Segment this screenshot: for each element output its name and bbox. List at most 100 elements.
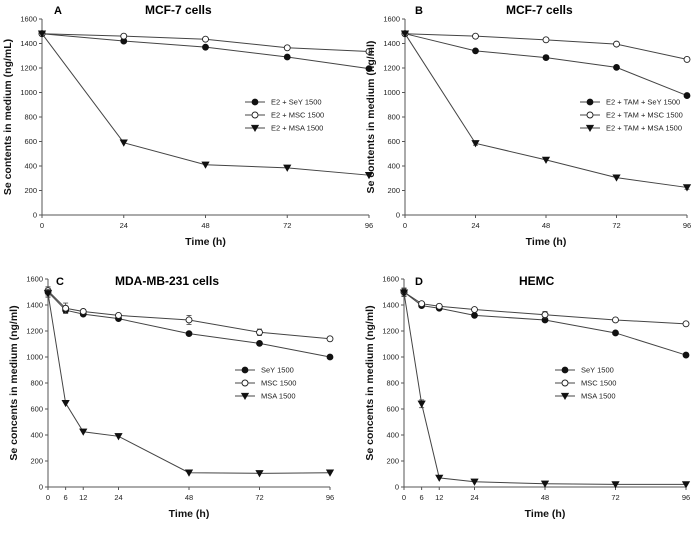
panel-letter: A bbox=[54, 5, 62, 17]
legend-entry: E2 + MSA 1500 bbox=[271, 124, 323, 133]
y-tick-label: 1400 bbox=[382, 301, 399, 310]
series-0: SeY 1500 bbox=[44, 287, 334, 375]
y-tick-label: 1400 bbox=[20, 39, 37, 48]
series-1: MSC 1500 bbox=[44, 286, 334, 388]
y-tick-label: 600 bbox=[387, 137, 400, 146]
data-point bbox=[62, 304, 70, 312]
data-point bbox=[399, 289, 409, 297]
legend-entry: SeY 1500 bbox=[261, 366, 294, 375]
series-2: E2 + MSA 1500 bbox=[37, 30, 374, 180]
x-tick-label: 0 bbox=[403, 221, 407, 230]
data-point bbox=[79, 308, 87, 315]
y-tick-label: 400 bbox=[386, 431, 399, 440]
legend-entry: E2 + TAM + MSC 1500 bbox=[606, 111, 683, 120]
legend-entry: E2 + TAM + SeY 1500 bbox=[606, 98, 680, 107]
data-point bbox=[435, 474, 444, 482]
x-tick-label: 24 bbox=[120, 221, 128, 230]
y-tick-label: 200 bbox=[387, 186, 400, 195]
data-point bbox=[681, 481, 691, 489]
data-point bbox=[682, 320, 690, 328]
data-point bbox=[611, 481, 620, 489]
data-point bbox=[683, 55, 691, 63]
y-tick-label: 800 bbox=[24, 113, 37, 122]
legend-marker bbox=[241, 379, 249, 387]
data-point bbox=[612, 174, 621, 182]
data-point bbox=[435, 302, 443, 310]
x-tick-label: 6 bbox=[420, 493, 424, 502]
x-tick-label: 72 bbox=[612, 221, 620, 230]
data-point bbox=[470, 478, 479, 486]
y-tick-label: 400 bbox=[387, 162, 400, 171]
y-tick-label: 1000 bbox=[20, 88, 37, 97]
series-2: MSA 1500 bbox=[399, 288, 691, 489]
data-point bbox=[542, 54, 550, 61]
data-point bbox=[613, 63, 620, 71]
chart-panel-d: 0 200 400 600 800 1000 1200 1400 1600 0 6 12 24 48 72 9… bbox=[364, 274, 690, 520]
series-line bbox=[403, 291, 687, 356]
data-point bbox=[540, 480, 550, 488]
data-point bbox=[185, 316, 193, 324]
x-tick-label: 96 bbox=[365, 221, 373, 230]
y-tick-label: 1200 bbox=[382, 327, 399, 336]
y-tick-label: 800 bbox=[386, 379, 399, 388]
x-tick-label: 96 bbox=[683, 221, 691, 230]
legend-marker bbox=[586, 98, 594, 106]
data-point bbox=[682, 351, 690, 359]
data-point bbox=[472, 47, 479, 55]
x-tick-label: 72 bbox=[283, 221, 291, 230]
y-tick-label: 1200 bbox=[383, 64, 400, 73]
data-point bbox=[185, 330, 193, 338]
x-tick-label: 12 bbox=[79, 493, 87, 502]
legend-marker bbox=[251, 111, 259, 119]
data-point bbox=[471, 306, 478, 313]
legend-entry: SeY 1500 bbox=[581, 366, 614, 375]
data-point bbox=[184, 469, 194, 477]
y-axis-title: Se contents in medium (ng/mL) bbox=[2, 39, 14, 195]
data-point bbox=[326, 353, 334, 361]
x-tick-label: 0 bbox=[46, 493, 50, 502]
series-0: SeY 1500 bbox=[400, 287, 690, 375]
chart-title: HEMC bbox=[519, 274, 555, 288]
chart-panel-a: 0 200 400 600 800 1000 1200 1400 1600 0 24 48 72 96 Ti… bbox=[2, 3, 373, 248]
y-axis-title: Se concents in medium (ng/ml) bbox=[8, 305, 20, 460]
data-point bbox=[119, 139, 128, 147]
x-axis-title: Time (h) bbox=[525, 508, 566, 520]
y-tick-label: 0 bbox=[395, 483, 399, 492]
legend-marker bbox=[241, 366, 249, 374]
x-axis-title: Time (h) bbox=[185, 236, 226, 248]
data-point bbox=[283, 44, 291, 52]
y-axis-title: Se contents in medium (ng/ml) bbox=[365, 41, 377, 194]
series-2: E2 + TAM + MSA 1500 bbox=[400, 30, 692, 192]
y-tick-label: 1200 bbox=[26, 327, 43, 336]
chart-panel-c: 0 200 400 600 800 1000 1200 1400 1600 0 6 12 24 48 72 9… bbox=[8, 274, 334, 520]
x-tick-label: 48 bbox=[541, 493, 549, 502]
x-tick-label: 96 bbox=[326, 493, 334, 502]
panel-letter: B bbox=[415, 5, 423, 17]
data-point bbox=[541, 156, 551, 164]
x-tick-label: 72 bbox=[255, 493, 263, 502]
chart-title: MCF-7 cells bbox=[506, 3, 573, 17]
data-point bbox=[612, 316, 619, 324]
x-tick-label: 0 bbox=[40, 221, 44, 230]
data-point bbox=[256, 328, 263, 336]
y-tick-label: 1400 bbox=[383, 39, 400, 48]
data-point bbox=[471, 140, 480, 148]
y-tick-label: 200 bbox=[386, 457, 399, 466]
y-tick-label: 1600 bbox=[382, 275, 399, 284]
series-0: E2 + TAM + SeY 1500 bbox=[401, 30, 691, 107]
chart-panel-b: 0 200 400 600 800 1000 1200 1400 1600 0 24 48 72 96 Ti… bbox=[365, 3, 691, 248]
y-tick-label: 800 bbox=[30, 379, 43, 388]
y-tick-label: 400 bbox=[30, 431, 43, 440]
data-point bbox=[542, 36, 550, 44]
x-tick-label: 48 bbox=[542, 221, 550, 230]
data-point bbox=[364, 172, 374, 180]
data-point bbox=[255, 470, 264, 478]
panel-letter: D bbox=[415, 276, 423, 288]
data-point bbox=[613, 40, 620, 48]
data-point bbox=[683, 92, 691, 99]
x-tick-label: 96 bbox=[682, 493, 690, 502]
data-point bbox=[471, 311, 478, 319]
data-point bbox=[79, 428, 88, 436]
y-tick-label: 1600 bbox=[20, 15, 37, 24]
legend-entry: MSA 1500 bbox=[261, 392, 296, 401]
